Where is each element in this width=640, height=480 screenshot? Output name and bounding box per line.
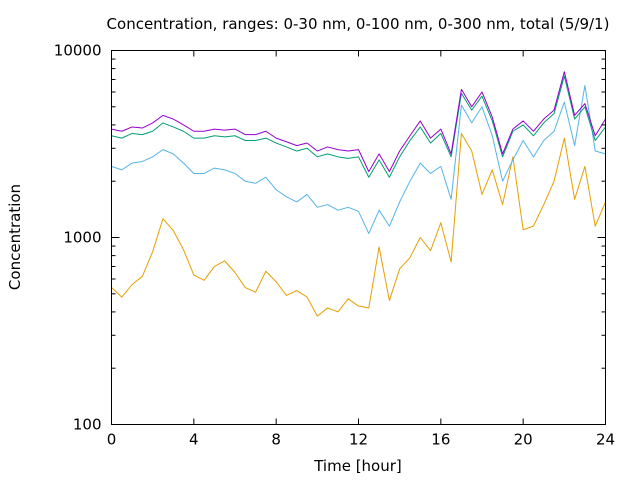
series-line-2 [111,84,606,235]
y-tick-label: 10000 [54,42,102,60]
x-tick-label: 20 [514,431,533,449]
y-tick-label: 1000 [63,229,101,247]
series-line-1 [111,132,606,317]
x-tick-label: 24 [596,431,615,449]
x-tick-label: 16 [431,431,450,449]
series-line-3 [111,75,606,178]
chart-title: Concentration, ranges: 0-30 nm, 0-100 nm… [107,15,610,33]
y-axis-label: Concentration [6,184,24,290]
series-line-4 [111,71,606,173]
x-tick-label: 0 [107,431,117,449]
y-tick-label: 100 [73,416,102,434]
x-tick-label: 12 [349,431,368,449]
x-tick-label: 4 [189,431,199,449]
x-axis-label: Time [hour] [313,457,402,475]
axis-layer: 0 4 8 12 16 20 24 100 1000 10000 [54,42,615,449]
series-layer [111,71,606,317]
x-tick-label: 8 [271,431,281,449]
plot-frame [111,50,606,425]
